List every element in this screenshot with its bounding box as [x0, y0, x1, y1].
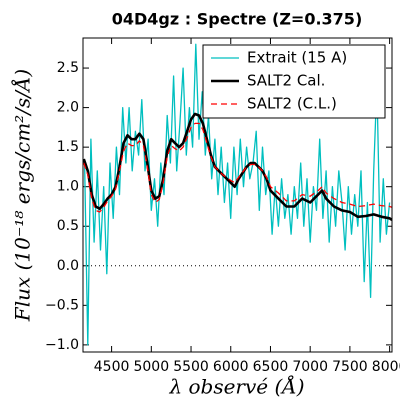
x-tick-label: 4500 — [94, 359, 130, 375]
x-tick-label: 5000 — [133, 359, 169, 375]
x-tick-label: 6500 — [253, 359, 289, 375]
legend-label: SALT2 Cal. — [247, 72, 325, 90]
series-line — [83, 43, 391, 346]
y-tick-label: 1.0 — [57, 179, 79, 195]
x-tick-label: 8000 — [372, 359, 400, 375]
y-tick-label: 0.0 — [57, 258, 79, 274]
x-tick-label: 6000 — [213, 359, 249, 375]
y-tick-label: −0.5 — [45, 297, 79, 313]
x-tick-label: 5500 — [173, 359, 209, 375]
y-tick-label: 2.5 — [57, 60, 79, 76]
plot-frame — [82, 37, 393, 353]
legend-label: SALT2 (C.L.) — [247, 95, 337, 113]
x-tick-label: 7500 — [332, 359, 368, 375]
y-axis-label: Flux (10⁻¹⁸ ergs/cm²/s/Å) — [10, 69, 35, 322]
x-axis-label: λ observé (Å) — [168, 374, 304, 399]
series-line — [83, 112, 392, 221]
chart-title: 04D4gz : Spectre (Z=0.375) — [112, 10, 363, 29]
y-tick-label: 0.5 — [57, 218, 79, 234]
legend-label: Extrait (15 A) — [247, 49, 347, 67]
series-line — [83, 122, 392, 213]
y-tick-label: −1.0 — [45, 337, 79, 353]
y-tick-label: 2.0 — [57, 100, 79, 116]
x-tick-label: 7000 — [292, 359, 328, 375]
y-tick-label: 1.5 — [57, 139, 79, 155]
